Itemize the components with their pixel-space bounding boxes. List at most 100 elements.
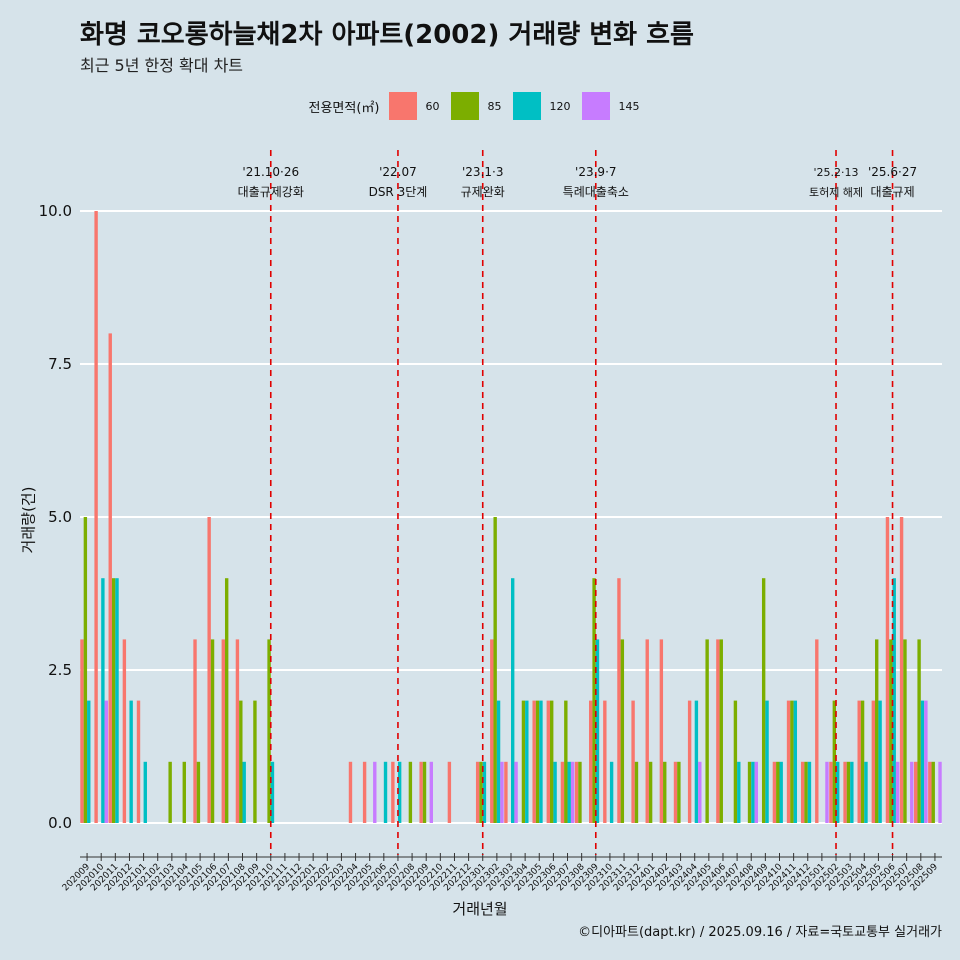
bar-145-202307 [570, 761, 575, 823]
bar-120-202504 [864, 761, 868, 823]
bar-60-202207 [391, 761, 395, 823]
bar-85-202104 [182, 761, 186, 823]
bar-120-202412 [807, 761, 812, 823]
bar-145-202508 [924, 700, 928, 823]
bar-60-202402 [659, 639, 664, 823]
bar-60-202412 [800, 761, 805, 823]
bar-60-202503 [843, 761, 847, 823]
bar-120-202307 [567, 761, 571, 823]
y-tick-label: 0.0 [48, 814, 72, 832]
bar-60-202011 [108, 333, 112, 823]
bar-120-202302 [496, 700, 501, 823]
legend-item-85: 85 [451, 92, 501, 120]
bar-85-202403 [677, 761, 681, 823]
bar-120-202303 [511, 578, 515, 823]
bar-120-202305 [539, 700, 543, 823]
bar-85-202301 [479, 761, 483, 823]
event-date-label: '21.10·26 [242, 165, 299, 179]
bar-85-202505 [875, 639, 879, 823]
y-axis-title: 거래량(건) [19, 486, 38, 554]
bar-85-202307 [564, 700, 568, 823]
bar-85-202405 [705, 639, 709, 823]
bar-120-202101 [143, 761, 147, 823]
legend: 전용면적(㎡) 60 85 120 145 [0, 92, 960, 120]
legend-label-60: 60 [425, 99, 440, 113]
bar-85-202110 [267, 639, 271, 823]
bar-60-202106 [207, 517, 211, 823]
legend-key-60 [389, 92, 418, 120]
bar-120-202410 [779, 761, 783, 823]
bar-60-202504 [857, 700, 861, 823]
chart-title: 화명 코오롱하늘채2차 아파트(2002) 거래량 변화 흐름 [80, 20, 694, 50]
bar-85-202309 [592, 578, 596, 823]
bar-120-202301 [482, 761, 487, 823]
bar-145-202205 [373, 761, 377, 823]
y-tick-label: 5.0 [48, 508, 72, 526]
bar-120-202310 [609, 761, 614, 823]
bar-120-202010 [101, 578, 105, 823]
y-tick-label: 2.5 [48, 661, 72, 679]
bar-60-202307 [560, 761, 565, 823]
bar-120-202506 [892, 578, 896, 823]
bar-85-202409 [761, 578, 766, 823]
bar-120-202503 [850, 761, 854, 823]
bar-60-202009 [80, 639, 84, 823]
bar-120-202110 [270, 761, 275, 823]
bar-60-202107 [221, 639, 225, 823]
legend-item-145: 145 [582, 92, 639, 120]
bar-85-202504 [860, 700, 865, 823]
legend-key-145 [582, 92, 611, 120]
bar-85-202401 [648, 761, 653, 823]
legend-item-120: 120 [513, 92, 570, 120]
bar-145-202509 [938, 761, 942, 823]
bar-85-202506 [889, 639, 893, 823]
event-date-label: '23.1·3 [462, 165, 503, 179]
bar-60-202303 [504, 761, 508, 823]
y-tick-label: 10.0 [39, 202, 72, 220]
bar-85-202509 [931, 761, 935, 823]
bar-120-202505 [878, 700, 882, 823]
bar-120-202012 [129, 700, 133, 823]
bar-85-202412 [804, 761, 808, 823]
bar-145-202501 [825, 761, 829, 823]
bar-60-202105 [193, 639, 197, 823]
bar-145-202302 [500, 761, 504, 823]
bar-85-202312 [634, 761, 639, 823]
legend-title: 전용면적(㎡) [308, 100, 380, 116]
bar-85-202311 [620, 639, 625, 823]
bar-145-202303 [514, 761, 518, 823]
bar-120-202207 [397, 761, 402, 823]
bar-85-202208 [408, 761, 413, 823]
bar-85-202106 [210, 639, 215, 823]
bar-120-202108 [242, 761, 246, 823]
bar-85-202107 [224, 578, 229, 823]
bar-120-202009 [87, 700, 91, 823]
y-tick-label: 7.5 [48, 355, 72, 373]
bar-145-202506 [895, 761, 900, 823]
event-date-label: '22.07 [379, 165, 417, 179]
event-name-label: 특례대출축소 [563, 185, 629, 199]
bar-60-202507 [899, 517, 904, 823]
bar-145-202507 [910, 761, 914, 823]
bar-60-202209 [419, 761, 423, 823]
source-caption: ©디아파트(dapt.kr) / 2025.09.16 / 자료=국토교통부 실… [578, 925, 942, 940]
event-name-label: 대출규제강화 [238, 185, 304, 199]
bar-85-202508 [917, 639, 921, 823]
bar-120-202304 [525, 700, 529, 823]
bar-60-202411 [786, 700, 791, 823]
bar-85-202407 [733, 700, 738, 823]
bar-85-202507 [903, 639, 907, 823]
event-date-label: '23.9·7 [575, 165, 616, 179]
bar-145-202209 [429, 761, 433, 823]
event-name-label: DSR 3단계 [369, 185, 428, 199]
bar-85-202305 [535, 700, 540, 823]
bar-85-202306 [550, 700, 554, 823]
bar-145-202010 [104, 700, 108, 823]
bar-60-202310 [603, 700, 607, 823]
bar-85-202411 [790, 700, 794, 823]
bar-85-202209 [422, 761, 427, 823]
bar-60-202506 [885, 517, 890, 823]
bar-145-202408 [754, 761, 759, 823]
event-name-label: 토허제 해제 [809, 185, 863, 199]
bar-120-202404 [694, 700, 699, 823]
